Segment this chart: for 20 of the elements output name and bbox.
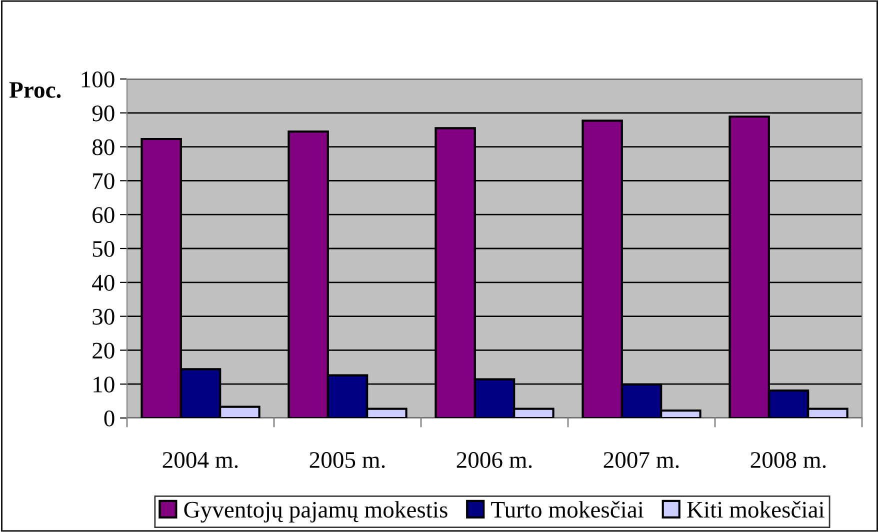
y-tick-label: 70 <box>93 173 114 190</box>
legend-label: Turto mokesčiai <box>491 501 644 518</box>
y-axis-title: Proc. <box>9 82 61 98</box>
y-tick-label: 80 <box>92 139 114 156</box>
x-tick-label: 2005 m. <box>310 452 385 468</box>
legend-label: Kiti mokesčiai <box>687 501 824 518</box>
x-tick-label: 2007 m. <box>604 452 679 468</box>
x-tick-label: 2004 m. <box>162 452 238 468</box>
y-tick-label: 100 <box>82 71 114 88</box>
y-tick-label: 30 <box>92 308 114 325</box>
y-tick-label: 90 <box>92 105 114 122</box>
y-tick-label: 10 <box>94 376 114 393</box>
y-tick-label: 0 <box>104 410 114 426</box>
x-tick-label: 2006 m. <box>456 452 532 468</box>
x-tick-label: 2008 m. <box>750 452 826 468</box>
y-tick-label: 20 <box>92 342 114 359</box>
legend-label: Gyventojų pajamų mokestis <box>184 501 448 523</box>
y-tick-label: 40 <box>92 274 114 291</box>
y-tick-label: 50 <box>92 240 114 257</box>
y-tick-label: 60 <box>92 207 114 224</box>
